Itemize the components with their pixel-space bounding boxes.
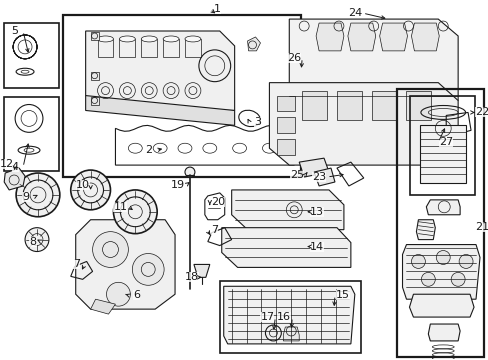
Text: 18: 18 (184, 273, 199, 282)
Polygon shape (426, 200, 459, 215)
Circle shape (71, 170, 110, 210)
Polygon shape (379, 23, 407, 51)
Text: 3: 3 (253, 117, 261, 127)
Text: 7: 7 (73, 260, 80, 269)
Bar (184, 39, 201, 57)
Text: 19: 19 (171, 180, 185, 190)
Polygon shape (408, 294, 473, 317)
Polygon shape (85, 95, 234, 125)
Bar (336, 91, 361, 120)
Bar (4, 96, 59, 171)
Text: 8: 8 (29, 237, 37, 247)
Bar (302, 91, 326, 120)
Circle shape (113, 190, 157, 234)
Bar (163, 39, 179, 57)
Bar (141, 39, 157, 57)
Bar (420, 125, 465, 183)
Polygon shape (90, 299, 115, 314)
Polygon shape (194, 265, 209, 277)
Text: 14: 14 (309, 242, 324, 252)
Bar (409, 95, 474, 195)
Text: 21: 21 (474, 222, 488, 232)
Text: 1: 1 (214, 4, 221, 14)
Bar (62, 15, 301, 177)
Polygon shape (90, 72, 99, 80)
Text: 5: 5 (12, 26, 19, 36)
Text: 26: 26 (286, 53, 301, 63)
Circle shape (184, 167, 195, 177)
Polygon shape (289, 19, 457, 100)
Circle shape (92, 231, 128, 267)
Circle shape (265, 325, 281, 341)
Circle shape (25, 228, 49, 252)
Circle shape (16, 173, 60, 217)
Polygon shape (90, 32, 99, 40)
Text: 23: 23 (311, 172, 325, 182)
Polygon shape (221, 228, 350, 267)
Text: 24: 24 (347, 8, 361, 18)
Text: 7: 7 (211, 225, 218, 235)
Bar (396, 89, 483, 357)
Circle shape (458, 255, 472, 269)
Text: 16: 16 (277, 312, 291, 322)
Polygon shape (313, 168, 334, 186)
Text: 25: 25 (289, 170, 304, 180)
Polygon shape (410, 23, 438, 51)
Bar (119, 39, 135, 57)
Circle shape (421, 273, 434, 286)
Polygon shape (347, 23, 375, 51)
Text: 15: 15 (335, 290, 349, 300)
Bar (98, 39, 113, 57)
Ellipse shape (141, 36, 157, 42)
Polygon shape (402, 244, 479, 299)
Text: 12: 12 (0, 159, 14, 169)
Polygon shape (231, 190, 343, 230)
Circle shape (450, 273, 464, 286)
Circle shape (132, 253, 164, 285)
Polygon shape (85, 31, 234, 111)
Circle shape (410, 255, 425, 269)
Polygon shape (247, 37, 260, 51)
Bar (371, 91, 396, 120)
Bar (277, 95, 295, 112)
Circle shape (435, 251, 449, 265)
Bar (277, 139, 295, 155)
Text: 2: 2 (144, 145, 151, 155)
Polygon shape (427, 324, 459, 341)
Text: 9: 9 (22, 192, 30, 202)
Text: 13: 13 (309, 207, 324, 217)
Polygon shape (224, 286, 354, 344)
Text: 4: 4 (12, 162, 19, 172)
Text: 10: 10 (76, 180, 89, 190)
Text: 27: 27 (438, 137, 452, 147)
Bar (4, 23, 59, 87)
Polygon shape (416, 220, 434, 240)
Polygon shape (283, 327, 299, 341)
Bar (406, 91, 430, 120)
Polygon shape (315, 23, 343, 51)
Polygon shape (4, 168, 25, 190)
Text: 6: 6 (133, 290, 140, 300)
Text: 20: 20 (210, 197, 224, 207)
Polygon shape (269, 83, 457, 165)
Bar (219, 281, 360, 353)
Text: 17: 17 (260, 312, 274, 322)
Circle shape (106, 282, 130, 306)
Polygon shape (76, 220, 175, 309)
Ellipse shape (119, 36, 135, 42)
Polygon shape (90, 96, 99, 104)
Ellipse shape (163, 36, 179, 42)
Bar (277, 117, 295, 133)
Text: 22: 22 (474, 107, 488, 117)
Ellipse shape (184, 36, 201, 42)
Ellipse shape (98, 36, 113, 42)
Polygon shape (299, 158, 328, 177)
Text: 11: 11 (113, 202, 127, 212)
